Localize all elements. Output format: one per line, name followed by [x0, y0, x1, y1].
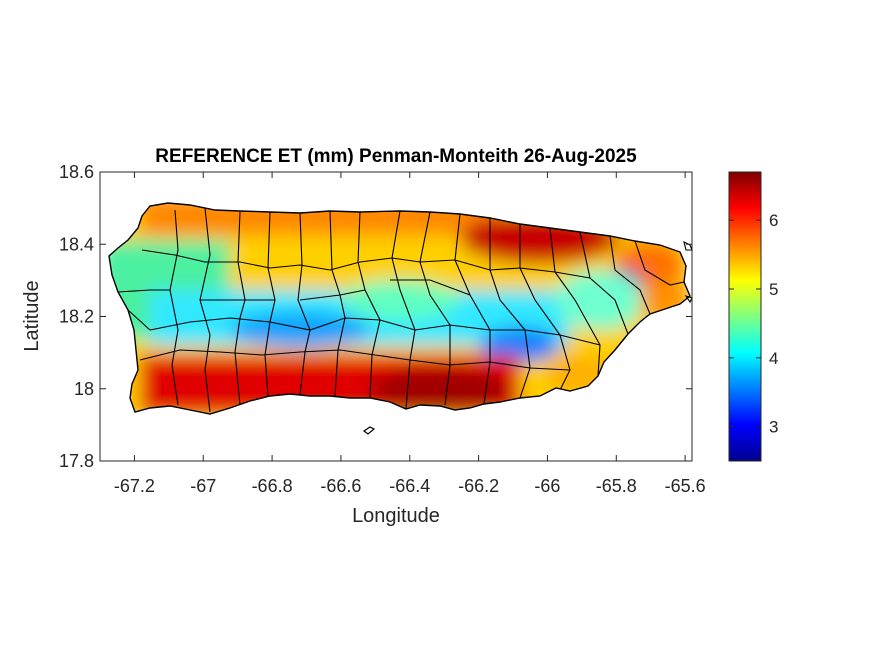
colorbar: [728, 171, 762, 462]
x-tick-label: -67: [190, 476, 216, 496]
x-tick-label: -66.8: [252, 476, 293, 496]
y-tick-label: 18.2: [59, 307, 94, 327]
x-tick-label: -65.8: [596, 476, 637, 496]
colorbar-tick-label: 5: [769, 280, 778, 299]
heat-cayey: [480, 327, 560, 363]
x-axis-ticks: -67.2 -67 -66.8 -66.6 -66.4 -66.2 -66 -65.8 -65.…: [114, 172, 706, 496]
x-tick-label: -66.4: [389, 476, 430, 496]
y-tick-label: 18.4: [59, 234, 94, 254]
x-tick-label: -66.2: [458, 476, 499, 496]
colorbar-tick-label: 4: [769, 349, 778, 368]
chart-title: REFERENCE ET (mm) Penman-Monteith 26-Aug…: [155, 146, 637, 167]
heat-east-mid: [555, 270, 645, 330]
y-tick-label: 18.6: [59, 162, 94, 182]
x-axis-label: Longitude: [352, 505, 440, 527]
y-tick-label: 17.8: [59, 451, 94, 471]
heat-central-low2: [340, 280, 460, 320]
heat-ponce: [370, 368, 510, 412]
x-tick-label: -67.2: [114, 476, 155, 496]
x-tick-label: -66.6: [320, 476, 361, 496]
colorbar-ticks: 3 4 5 6: [729, 211, 778, 437]
east-islet-2: [684, 294, 693, 304]
municipality-boundaries: [117, 207, 685, 413]
y-axis-ticks: 17.8 18 18.2 18.4 18.6: [59, 162, 692, 471]
x-tick-label: -65.6: [665, 476, 706, 496]
colorbar-tick-label: 6: [769, 211, 778, 230]
caja-de-muertos-islet: [362, 426, 376, 435]
y-tick-label: 18: [74, 379, 94, 399]
heat-central-low: [230, 312, 370, 348]
x-tick-label: -66: [534, 476, 560, 496]
colorbar-tick-label: 3: [769, 418, 778, 437]
y-axis-label: Latitude: [21, 280, 43, 351]
